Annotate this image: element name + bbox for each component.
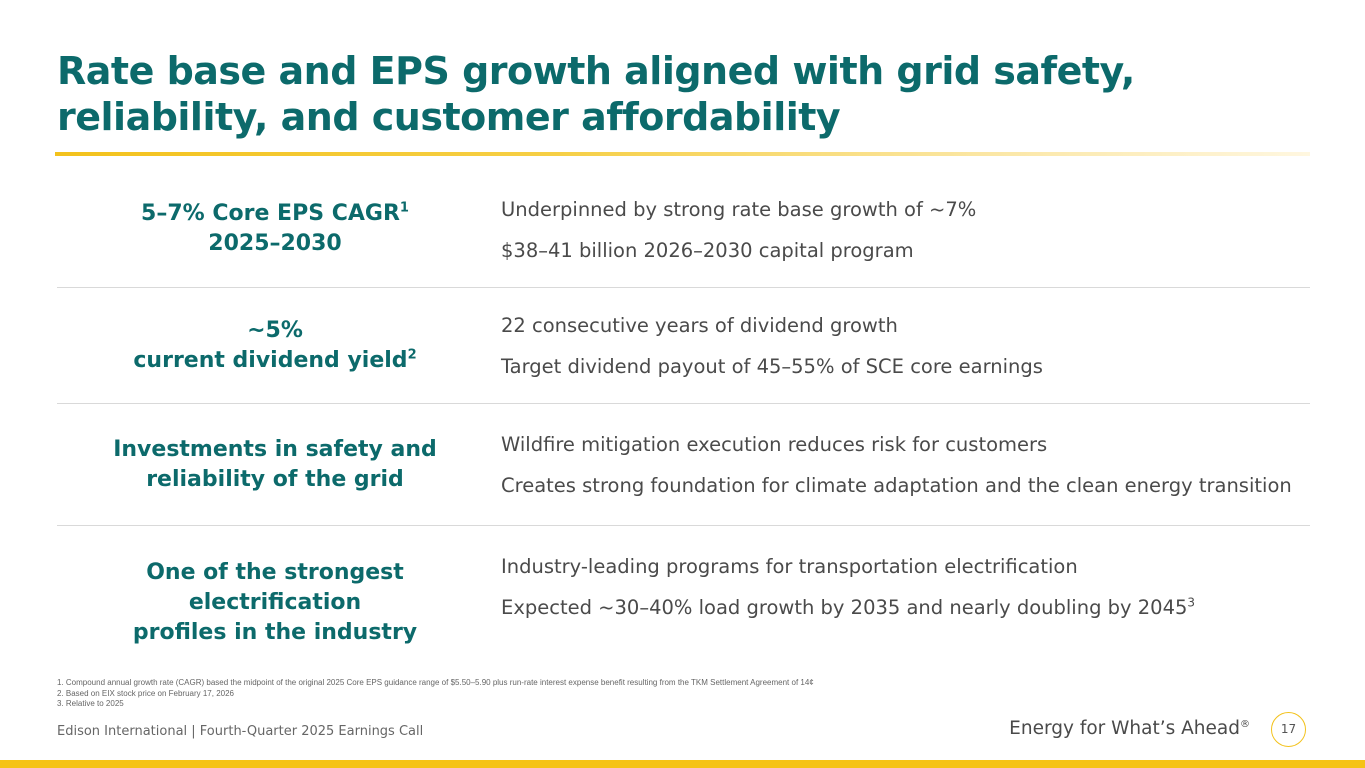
row-4-detail-2: Expected ~30–40% load growth by 2035 and…	[501, 595, 1196, 619]
row-1-detail-1: Underpinned by strong rate base growth o…	[501, 198, 977, 221]
footnote-1: 1. Compound annual growth rate (CAGR) ba…	[57, 678, 814, 687]
row-2-heading-line2: current dividend yield	[133, 348, 408, 373]
row-3-detail-1: Wildfire mitigation execution reduces ri…	[501, 433, 1048, 456]
row-1-detail-2: $38–41 billion 2026–2030 capital program	[501, 239, 914, 262]
row-3-detail-2: Creates strong foundation for climate ad…	[501, 474, 1292, 497]
row-2-heading: ~5% current dividend yield2	[57, 316, 493, 376]
row-3-details: Wildfire mitigation execution reduces ri…	[501, 433, 1316, 515]
row-2-heading-line1: ~5%	[247, 318, 303, 343]
row-3-heading-line1: Investments in safety and	[113, 437, 437, 462]
row-2-detail-1: 22 consecutive years of dividend growth	[501, 314, 898, 337]
slide-title: Rate base and EPS growth aligned with gr…	[57, 49, 1135, 139]
row-1-heading-line1: 5–7% Core EPS CAGR	[141, 201, 400, 226]
row-3-heading-line2: reliability of the grid	[146, 467, 404, 492]
footnote-2: 2. Based on EIX stock price on February …	[57, 688, 234, 698]
row-separator	[57, 403, 1310, 404]
row-1-heading-line2: 2025–2030	[208, 231, 342, 256]
footnote-3: 3. Relative to 2025	[57, 699, 124, 708]
row-2-footnote-ref: 2	[407, 347, 417, 363]
footer-company-event: Edison International | Fourth-Quarter 20…	[57, 724, 424, 739]
brand-tagline: Energy for What’s Ahead®	[1009, 718, 1250, 739]
row-2-details: 22 consecutive years of dividend growth …	[501, 314, 1316, 396]
footnotes: 1. Compound annual growth rate (CAGR) ba…	[57, 678, 957, 710]
row-1-details: Underpinned by strong rate base growth o…	[501, 198, 1316, 280]
row-4-details: Industry-leading programs for transporta…	[501, 555, 1316, 637]
row-4-heading: One of the strongest electrification pro…	[57, 558, 493, 648]
title-underline	[55, 152, 1310, 156]
row-1-footnote-ref: 1	[399, 200, 409, 216]
tagline-text: Energy for What’s Ahead	[1009, 718, 1240, 739]
page-number: 17	[1271, 712, 1306, 747]
row-4-heading-line1: One of the strongest electrification	[146, 560, 404, 615]
row-4-detail-1: Industry-leading programs for transporta…	[501, 555, 1078, 578]
bottom-accent-bar	[0, 760, 1365, 768]
registered-mark: ®	[1240, 718, 1250, 730]
row-1-heading: 5–7% Core EPS CAGR1 2025–2030	[57, 199, 493, 259]
row-4-footnote-ref: 3	[1187, 595, 1196, 610]
row-separator	[57, 525, 1310, 526]
row-separator	[57, 287, 1310, 288]
row-3-heading: Investments in safety and reliability of…	[57, 435, 493, 495]
row-2-detail-2: Target dividend payout of 45–55% of SCE …	[501, 355, 1043, 378]
row-4-heading-line2: profiles in the industry	[132, 620, 418, 645]
